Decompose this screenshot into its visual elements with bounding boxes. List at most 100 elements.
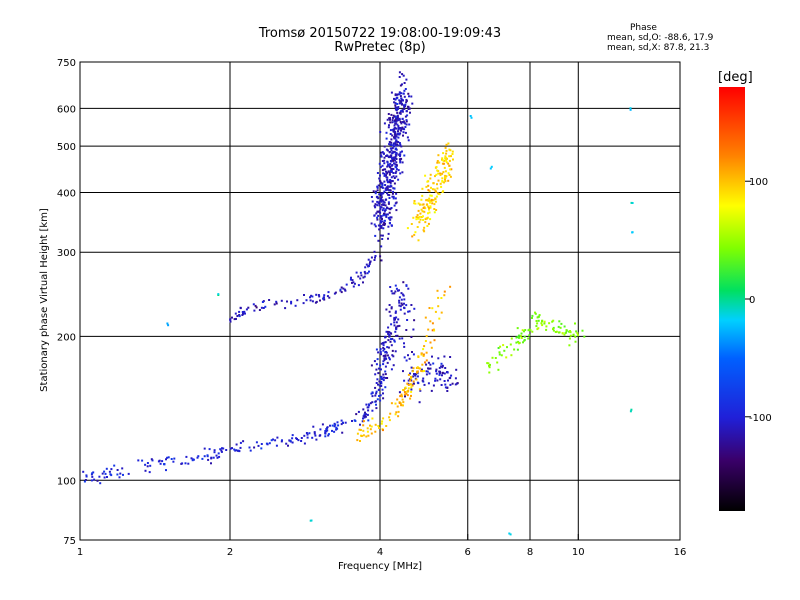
y-tick-label: 75 [63,536,76,547]
echo-point [392,116,394,119]
echo-point [105,467,108,470]
echo-point [379,208,382,211]
echo-point [551,320,554,323]
echo-point [337,424,340,427]
echo-point [401,293,404,296]
echo-point [173,457,176,460]
echo-point [395,321,398,324]
echo-point [536,328,539,331]
echo-point [390,306,393,309]
echo-point [379,348,382,350]
echo-point [422,203,425,206]
echo-point [565,329,568,332]
echo-point [370,256,373,259]
echo-point [274,439,277,442]
echo-point [388,165,391,168]
echo-point [405,329,408,331]
echo-point [376,218,379,221]
echo-point [434,377,437,380]
echo-point [311,436,314,439]
echo-point [436,192,439,195]
echo-point [395,135,398,138]
echo-point [400,92,402,95]
echo-point [391,349,394,352]
echo-point [414,202,417,205]
echo-point [289,439,292,442]
echo-point [146,465,149,468]
echo-point [486,362,489,365]
echo-point [408,310,411,313]
echo-point [413,373,415,375]
echo-point [285,442,288,445]
echo-point [416,371,418,374]
echo-point [426,203,429,206]
echo-point [535,320,538,322]
echo-point [148,471,151,474]
echo-point [215,454,218,457]
echo-point [387,126,390,129]
echo-point [210,457,213,460]
echo-point [382,373,385,376]
echo-point [384,370,387,373]
echo-point [328,296,331,299]
echo-point [425,373,428,376]
echo-point [404,131,407,134]
echo-point [425,185,428,188]
echo-point [235,449,238,452]
echo-point [410,394,412,397]
echo-point [394,102,397,105]
echo-point [382,342,385,344]
echo-point [375,407,378,410]
echo-point [287,444,289,447]
echo-point [395,140,398,143]
echo-point [399,153,402,156]
echo-point [382,379,385,382]
echo-point [393,324,396,327]
echo-point [203,447,206,450]
echo-point [389,133,392,135]
echo-point [390,224,393,227]
echo-point [383,224,386,226]
echo-point [399,395,402,398]
echo-point [373,250,376,253]
echo-point [379,174,381,177]
echo-point [374,394,377,397]
echo-point [381,151,384,154]
echo-point [396,143,398,146]
echo-point [318,434,321,437]
echo-point [351,281,353,284]
echo-point [506,346,508,349]
echo-point [440,365,443,368]
echo-point [387,201,390,204]
echo-point [396,334,399,337]
echo-point [395,148,398,151]
echo-point [422,219,425,221]
echo-point [308,432,311,435]
echo-point [118,476,121,479]
y-tick-label: 750 [57,58,76,69]
echo-point [149,464,152,467]
echo-point [402,389,405,392]
echo-point [403,391,406,393]
echo-point [352,285,355,288]
echo-point [362,281,364,284]
echo-point [548,322,551,325]
echo-point [399,308,402,311]
echo-point [273,303,276,306]
echo-point [395,326,398,329]
echo-point [413,200,416,202]
echo-point [184,462,187,465]
echo-point [398,112,401,115]
echo-point [382,346,385,349]
echo-point [389,154,392,157]
echo-point [371,417,374,420]
echo-point [429,367,432,370]
echo-point [430,194,433,197]
echo-point [451,382,454,385]
echo-point [407,379,410,382]
echo-point [268,299,271,301]
echo-point [581,329,584,332]
echo-point [383,122,386,125]
echo-point [534,312,537,315]
echo-point [379,131,382,133]
